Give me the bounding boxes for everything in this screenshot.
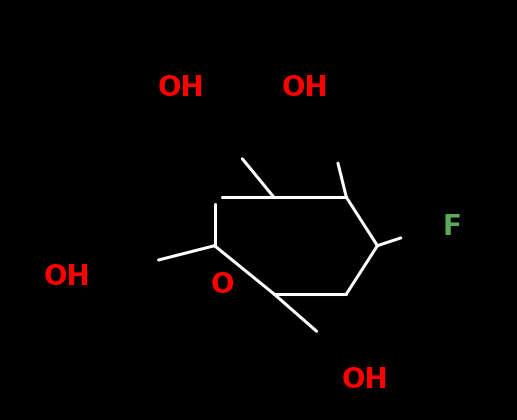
Text: OH: OH	[282, 74, 328, 102]
Text: OH: OH	[44, 263, 90, 291]
Text: OH: OH	[341, 366, 388, 394]
Text: F: F	[442, 213, 461, 241]
Text: OH: OH	[158, 74, 204, 102]
Text: O: O	[210, 271, 234, 299]
